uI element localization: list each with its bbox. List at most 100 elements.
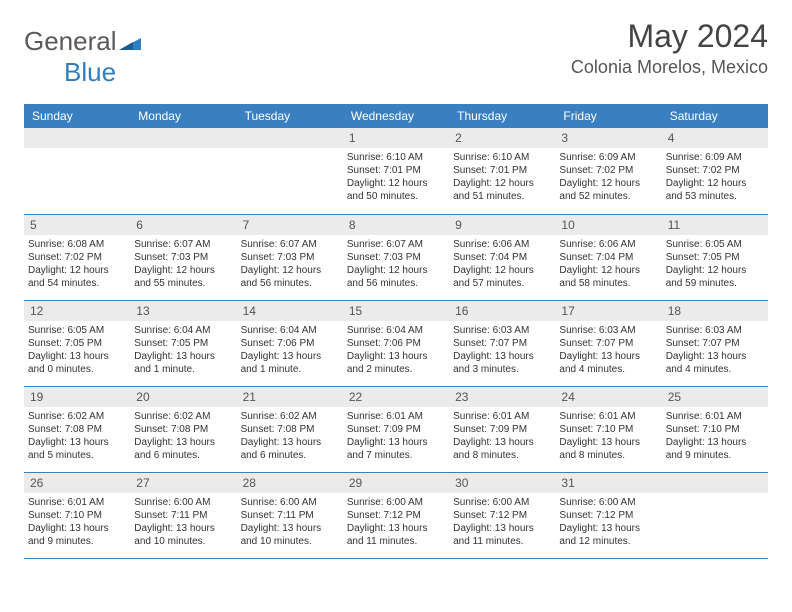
month-title: May 2024 — [571, 18, 768, 55]
calendar-cell: 6Sunrise: 6:07 AMSunset: 7:03 PMDaylight… — [130, 214, 236, 300]
daylight-text: Daylight: 13 hours and 7 minutes. — [347, 436, 445, 462]
calendar-cell: 12Sunrise: 6:05 AMSunset: 7:05 PMDayligh… — [24, 300, 130, 386]
daylight-text: Daylight: 12 hours and 52 minutes. — [559, 177, 657, 203]
sunrise-text: Sunrise: 6:01 AM — [666, 410, 764, 423]
sunset-text: Sunset: 7:12 PM — [453, 509, 551, 522]
day-details: Sunrise: 6:09 AMSunset: 7:02 PMDaylight:… — [662, 148, 768, 205]
day-details — [662, 493, 768, 498]
day-number: 13 — [130, 301, 236, 321]
sunrise-text: Sunrise: 6:10 AM — [347, 151, 445, 164]
sunrise-text: Sunrise: 6:03 AM — [559, 324, 657, 337]
day-details: Sunrise: 6:07 AMSunset: 7:03 PMDaylight:… — [130, 235, 236, 292]
daylight-text: Daylight: 12 hours and 51 minutes. — [453, 177, 551, 203]
day-details: Sunrise: 6:03 AMSunset: 7:07 PMDaylight:… — [662, 321, 768, 378]
daylight-text: Daylight: 12 hours and 56 minutes. — [347, 264, 445, 290]
calendar-cell: 25Sunrise: 6:01 AMSunset: 7:10 PMDayligh… — [662, 386, 768, 472]
calendar-cell — [24, 128, 130, 214]
sunrise-text: Sunrise: 6:00 AM — [453, 496, 551, 509]
sunset-text: Sunset: 7:10 PM — [559, 423, 657, 436]
day-details: Sunrise: 6:00 AMSunset: 7:12 PMDaylight:… — [555, 493, 661, 550]
day-details: Sunrise: 6:10 AMSunset: 7:01 PMDaylight:… — [449, 148, 555, 205]
day-details: Sunrise: 6:01 AMSunset: 7:10 PMDaylight:… — [555, 407, 661, 464]
day-number: 22 — [343, 387, 449, 407]
daylight-text: Daylight: 13 hours and 11 minutes. — [453, 522, 551, 548]
day-details: Sunrise: 6:01 AMSunset: 7:10 PMDaylight:… — [24, 493, 130, 550]
day-number: 25 — [662, 387, 768, 407]
sunset-text: Sunset: 7:01 PM — [347, 164, 445, 177]
calendar-cell: 5Sunrise: 6:08 AMSunset: 7:02 PMDaylight… — [24, 214, 130, 300]
calendar-cell: 22Sunrise: 6:01 AMSunset: 7:09 PMDayligh… — [343, 386, 449, 472]
day-details: Sunrise: 6:09 AMSunset: 7:02 PMDaylight:… — [555, 148, 661, 205]
page-header: General Blue May 2024 Colonia Morelos, M… — [24, 18, 768, 88]
day-details — [24, 148, 130, 153]
day-details: Sunrise: 6:03 AMSunset: 7:07 PMDaylight:… — [449, 321, 555, 378]
daylight-text: Daylight: 13 hours and 2 minutes. — [347, 350, 445, 376]
sunrise-text: Sunrise: 6:05 AM — [666, 238, 764, 251]
sunset-text: Sunset: 7:03 PM — [241, 251, 339, 264]
day-details: Sunrise: 6:10 AMSunset: 7:01 PMDaylight:… — [343, 148, 449, 205]
sunset-text: Sunset: 7:04 PM — [559, 251, 657, 264]
day-number: 15 — [343, 301, 449, 321]
day-details: Sunrise: 6:01 AMSunset: 7:09 PMDaylight:… — [343, 407, 449, 464]
sunrise-text: Sunrise: 6:01 AM — [453, 410, 551, 423]
weekday-header: Thursday — [449, 104, 555, 128]
calendar-cell: 20Sunrise: 6:02 AMSunset: 7:08 PMDayligh… — [130, 386, 236, 472]
calendar-cell: 15Sunrise: 6:04 AMSunset: 7:06 PMDayligh… — [343, 300, 449, 386]
calendar-table: SundayMondayTuesdayWednesdayThursdayFrid… — [24, 104, 768, 559]
daylight-text: Daylight: 12 hours and 59 minutes. — [666, 264, 764, 290]
daylight-text: Daylight: 13 hours and 4 minutes. — [559, 350, 657, 376]
calendar-cell: 30Sunrise: 6:00 AMSunset: 7:12 PMDayligh… — [449, 472, 555, 558]
sunset-text: Sunset: 7:05 PM — [28, 337, 126, 350]
sunrise-text: Sunrise: 6:06 AM — [453, 238, 551, 251]
daylight-text: Daylight: 13 hours and 6 minutes. — [241, 436, 339, 462]
sunrise-text: Sunrise: 6:10 AM — [453, 151, 551, 164]
sunrise-text: Sunrise: 6:00 AM — [134, 496, 232, 509]
calendar-cell — [662, 472, 768, 558]
day-details: Sunrise: 6:02 AMSunset: 7:08 PMDaylight:… — [237, 407, 343, 464]
sunset-text: Sunset: 7:12 PM — [559, 509, 657, 522]
daylight-text: Daylight: 13 hours and 12 minutes. — [559, 522, 657, 548]
day-number: 21 — [237, 387, 343, 407]
sunset-text: Sunset: 7:11 PM — [241, 509, 339, 522]
title-block: May 2024 Colonia Morelos, Mexico — [571, 18, 768, 78]
sunset-text: Sunset: 7:06 PM — [241, 337, 339, 350]
sunset-text: Sunset: 7:03 PM — [134, 251, 232, 264]
weekday-header: Friday — [555, 104, 661, 128]
daylight-text: Daylight: 12 hours and 53 minutes. — [666, 177, 764, 203]
logo-text-2: Blue — [24, 57, 116, 87]
sunrise-text: Sunrise: 6:03 AM — [666, 324, 764, 337]
day-details: Sunrise: 6:04 AMSunset: 7:06 PMDaylight:… — [343, 321, 449, 378]
sunset-text: Sunset: 7:11 PM — [134, 509, 232, 522]
sunrise-text: Sunrise: 6:02 AM — [241, 410, 339, 423]
day-number: 9 — [449, 215, 555, 235]
sunrise-text: Sunrise: 6:00 AM — [347, 496, 445, 509]
day-number: 17 — [555, 301, 661, 321]
sunrise-text: Sunrise: 6:01 AM — [559, 410, 657, 423]
calendar-cell: 19Sunrise: 6:02 AMSunset: 7:08 PMDayligh… — [24, 386, 130, 472]
calendar-cell: 8Sunrise: 6:07 AMSunset: 7:03 PMDaylight… — [343, 214, 449, 300]
sunset-text: Sunset: 7:08 PM — [28, 423, 126, 436]
sunset-text: Sunset: 7:09 PM — [347, 423, 445, 436]
day-details: Sunrise: 6:07 AMSunset: 7:03 PMDaylight:… — [237, 235, 343, 292]
location-name: Colonia Morelos, Mexico — [571, 57, 768, 78]
day-number — [237, 128, 343, 148]
calendar-cell: 10Sunrise: 6:06 AMSunset: 7:04 PMDayligh… — [555, 214, 661, 300]
calendar-cell: 17Sunrise: 6:03 AMSunset: 7:07 PMDayligh… — [555, 300, 661, 386]
day-details: Sunrise: 6:03 AMSunset: 7:07 PMDaylight:… — [555, 321, 661, 378]
weekday-header: Sunday — [24, 104, 130, 128]
sunset-text: Sunset: 7:07 PM — [666, 337, 764, 350]
sunrise-text: Sunrise: 6:04 AM — [241, 324, 339, 337]
day-number: 10 — [555, 215, 661, 235]
sunset-text: Sunset: 7:08 PM — [241, 423, 339, 436]
logo: General Blue — [24, 18, 141, 88]
day-number: 7 — [237, 215, 343, 235]
daylight-text: Daylight: 13 hours and 6 minutes. — [134, 436, 232, 462]
day-number — [130, 128, 236, 148]
sunset-text: Sunset: 7:07 PM — [453, 337, 551, 350]
day-number: 5 — [24, 215, 130, 235]
calendar-cell: 29Sunrise: 6:00 AMSunset: 7:12 PMDayligh… — [343, 472, 449, 558]
sunset-text: Sunset: 7:08 PM — [134, 423, 232, 436]
day-details: Sunrise: 6:04 AMSunset: 7:05 PMDaylight:… — [130, 321, 236, 378]
sunrise-text: Sunrise: 6:01 AM — [28, 496, 126, 509]
day-number: 14 — [237, 301, 343, 321]
